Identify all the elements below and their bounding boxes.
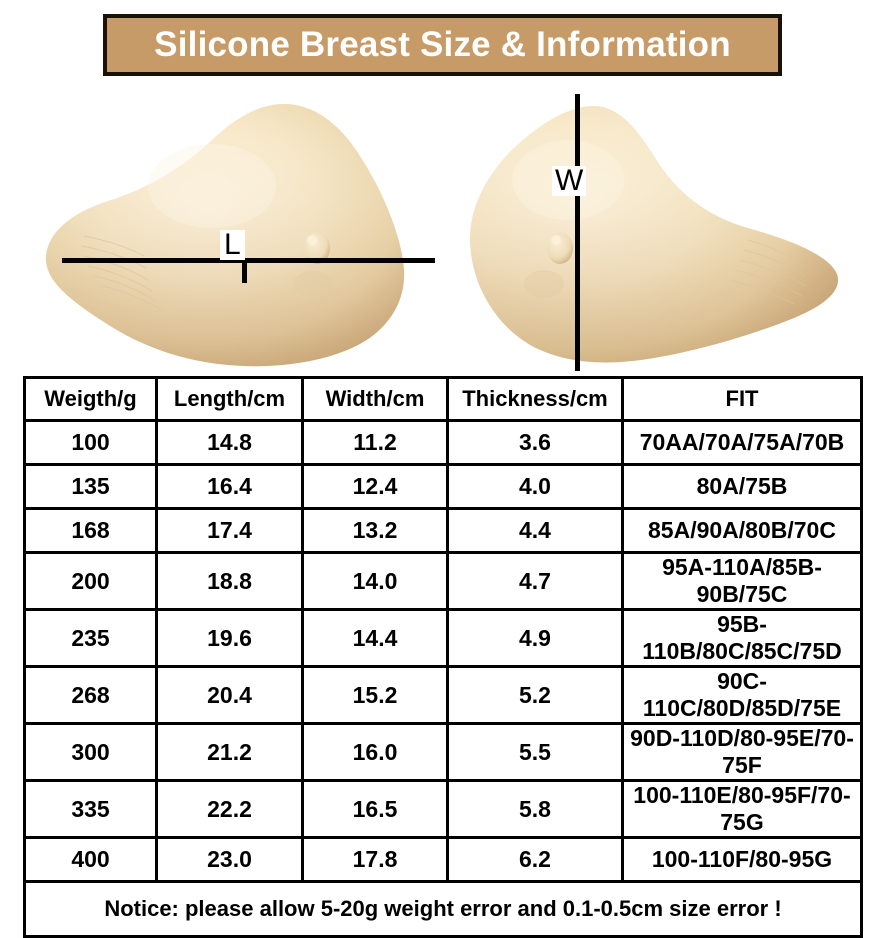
length-dimension-label: L — [220, 230, 245, 260]
cell-fit: 80A/75B — [621, 463, 863, 510]
nipple-highlight-left — [307, 235, 317, 245]
column-header-weight: Weigth/g — [23, 376, 158, 422]
cell-width: 15.2 — [301, 665, 449, 725]
table-footer: Notice: please allow 5-20g weight error … — [23, 880, 863, 938]
cell-thickness: 4.0 — [446, 463, 624, 510]
cell-width: 12.4 — [301, 463, 449, 510]
cell-width: 13.2 — [301, 507, 449, 554]
cell-length: 17.4 — [155, 507, 304, 554]
cell-fit: 95A-110A/85B-90B/75C — [621, 551, 863, 611]
cell-length: 22.2 — [155, 779, 304, 839]
cell-thickness: 5.2 — [446, 665, 624, 725]
table-row: 268 20.4 15.2 5.2 90C-110C/80D/85D/75E — [23, 665, 863, 725]
cell-length: 14.8 — [155, 419, 304, 466]
areola-shadow-right — [524, 270, 564, 298]
cell-width: 14.4 — [301, 608, 449, 668]
breast-form-side-shape — [470, 106, 839, 363]
cell-thickness: 5.5 — [446, 722, 624, 782]
cell-fit: 85A/90A/80B/70C — [621, 507, 863, 554]
table-header-row: Weigth/g Length/cm Width/cm Thickness/cm… — [23, 376, 863, 422]
breast-form-front-view: L — [22, 88, 442, 373]
form-texture-left — [81, 235, 163, 311]
breast-form-side-view: W — [448, 88, 868, 373]
cell-fit: 100-110E/80-95F/70-75G — [621, 779, 863, 839]
table-body: 100 14.8 11.2 3.6 70AA/70A/75A/70B 135 16.4 12.… — [23, 419, 863, 883]
cell-thickness: 3.6 — [446, 419, 624, 466]
width-dimension-label: W — [552, 166, 587, 196]
form-texture-right — [729, 239, 807, 305]
notice-row: Notice: please allow 5-20g weight error … — [23, 880, 863, 938]
table-row: 400 23.0 17.8 6.2 100-110F/80-95G — [23, 836, 863, 883]
column-header-thickness: Thickness/cm — [446, 376, 624, 422]
cell-thickness: 4.4 — [446, 507, 624, 554]
form-shading-right — [470, 106, 839, 363]
table-row: 100 14.8 11.2 3.6 70AA/70A/75A/70B — [23, 419, 863, 466]
cell-fit: 90D-110D/80-95E/70-75F — [621, 722, 863, 782]
column-header-width: Width/cm — [301, 376, 449, 422]
cell-weight: 168 — [23, 507, 158, 554]
cell-width: 14.0 — [301, 551, 449, 611]
width-dimension-line — [575, 94, 580, 371]
cell-thickness: 5.8 — [446, 779, 624, 839]
table-row: 335 22.2 16.5 5.8 100-110E/80-95F/70-75G — [23, 779, 863, 839]
cell-weight: 268 — [23, 665, 158, 725]
cell-length: 19.6 — [155, 608, 304, 668]
product-illustrations: L — [0, 88, 880, 373]
cell-fit: 95B-110B/80C/85C/75D — [621, 608, 863, 668]
cell-thickness: 6.2 — [446, 836, 624, 883]
table-row: 168 17.4 13.2 4.4 85A/90A/80B/70C — [23, 507, 863, 554]
cell-weight: 400 — [23, 836, 158, 883]
column-header-length: Length/cm — [155, 376, 304, 422]
length-dimension-tick — [242, 258, 247, 283]
cell-width: 16.5 — [301, 779, 449, 839]
cell-length: 18.8 — [155, 551, 304, 611]
nipple-highlight-right — [551, 235, 561, 245]
cell-width: 11.2 — [301, 419, 449, 466]
cell-fit: 90C-110C/80D/85D/75E — [621, 665, 863, 725]
column-header-fit: FIT — [621, 376, 863, 422]
cell-thickness: 4.9 — [446, 608, 624, 668]
table-row: 200 18.8 14.0 4.7 95A-110A/85B-90B/75C — [23, 551, 863, 611]
cell-width: 16.0 — [301, 722, 449, 782]
cell-length: 20.4 — [155, 665, 304, 725]
areola-shadow-left — [293, 271, 333, 297]
cell-thickness: 4.7 — [446, 551, 624, 611]
notice-text: Notice: please allow 5-20g weight error … — [23, 880, 863, 938]
table-row: 235 19.6 14.4 4.9 95B-110B/80C/85C/75D — [23, 608, 863, 668]
page-title: Silicone Breast Size & Information — [154, 25, 731, 64]
table-row: 135 16.4 12.4 4.0 80A/75B — [23, 463, 863, 510]
title-banner: Silicone Breast Size & Information — [103, 14, 782, 76]
cell-weight: 335 — [23, 779, 158, 839]
cell-fit: 100-110F/80-95G — [621, 836, 863, 883]
form-highlight-left — [148, 144, 276, 228]
cell-fit: 70AA/70A/75A/70B — [621, 419, 863, 466]
length-dimension-line — [62, 258, 435, 263]
cell-length: 16.4 — [155, 463, 304, 510]
table-row: 300 21.2 16.0 5.5 90D-110D/80-95E/70-75F — [23, 722, 863, 782]
nipple-right — [547, 232, 573, 264]
cell-width: 17.8 — [301, 836, 449, 883]
cell-length: 23.0 — [155, 836, 304, 883]
cell-weight: 100 — [23, 419, 158, 466]
table-header: Weigth/g Length/cm Width/cm Thickness/cm… — [23, 376, 863, 422]
cell-weight: 235 — [23, 608, 158, 668]
cell-length: 21.2 — [155, 722, 304, 782]
cell-weight: 200 — [23, 551, 158, 611]
cell-weight: 135 — [23, 463, 158, 510]
size-information-table: Weigth/g Length/cm Width/cm Thickness/cm… — [23, 376, 863, 938]
cell-weight: 300 — [23, 722, 158, 782]
